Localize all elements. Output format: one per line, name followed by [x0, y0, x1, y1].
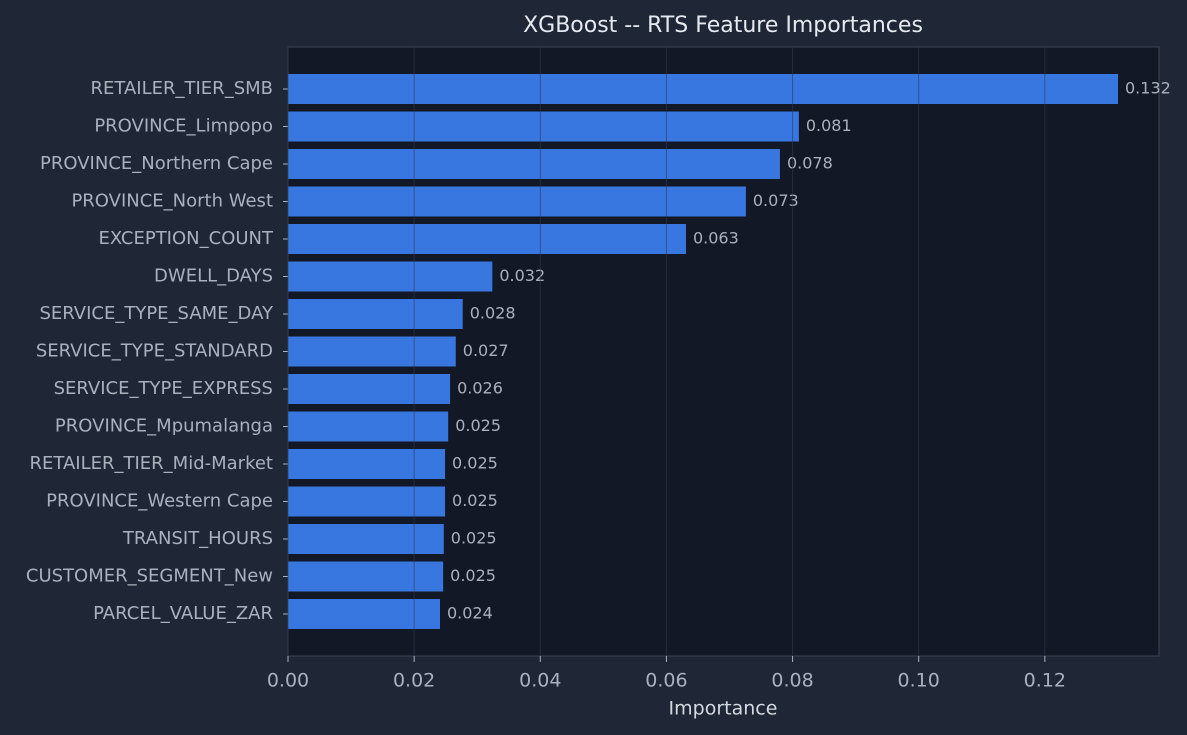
bar — [288, 374, 451, 404]
value-label: 0.063 — [693, 229, 739, 248]
x-tick-label: 0.08 — [771, 670, 813, 692]
bar — [288, 111, 799, 142]
y-tick-label: EXCEPTION_COUNT — [99, 228, 275, 249]
bar — [288, 74, 1119, 104]
value-label: 0.027 — [463, 341, 509, 360]
x-axis-label: Importance — [669, 698, 778, 720]
bar — [288, 524, 444, 554]
value-label: 0.132 — [1125, 79, 1171, 98]
x-tick-label: 0.00 — [267, 670, 309, 692]
x-tick-label: 0.02 — [393, 670, 435, 692]
value-label: 0.025 — [451, 529, 497, 548]
value-label: 0.073 — [753, 191, 799, 210]
y-tick-label: SERVICE_TYPE_EXPRESS — [54, 378, 273, 399]
x-tick-label: 0.04 — [519, 670, 561, 692]
bar — [288, 299, 463, 329]
value-label: 0.025 — [452, 454, 498, 473]
y-tick-label: SERVICE_TYPE_SAME_DAY — [39, 303, 274, 324]
x-tick-label: 0.12 — [1024, 670, 1066, 692]
bar — [288, 411, 449, 442]
y-tick-label: CUSTOMER_SEGMENT_New — [26, 566, 273, 587]
y-tick-label: RETAILER_TIER_Mid-Market — [29, 453, 273, 474]
value-label: 0.078 — [787, 154, 833, 173]
bar — [288, 186, 746, 217]
value-label: 0.081 — [806, 116, 852, 135]
value-label: 0.032 — [499, 266, 545, 285]
bar — [288, 599, 440, 629]
bar — [288, 561, 444, 592]
y-tick-label: DWELL_DAYS — [154, 266, 273, 287]
value-label: 0.024 — [447, 604, 493, 623]
bar — [288, 224, 686, 254]
y-tick-label: PROVINCE_Northern Cape — [40, 153, 273, 174]
bar — [288, 149, 780, 179]
y-tick-label: RETAILER_TIER_SMB — [91, 78, 274, 99]
y-tick-label: PROVINCE_Mpumalanga — [55, 416, 273, 437]
bar — [288, 449, 446, 479]
y-tick-label: PROVINCE_Western Cape — [46, 491, 273, 512]
value-label: 0.025 — [455, 416, 501, 435]
x-tick-label: 0.06 — [645, 670, 687, 692]
value-label: 0.025 — [450, 566, 496, 585]
value-label: 0.025 — [452, 491, 498, 510]
x-tick-label: 0.10 — [898, 670, 940, 692]
bar — [288, 261, 493, 292]
y-tick-label: PARCEL_VALUE_ZAR — [93, 603, 273, 624]
y-tick-label: PROVINCE_Limpopo — [94, 116, 273, 137]
value-label: 0.028 — [470, 304, 516, 323]
y-tick-label: SERVICE_TYPE_STANDARD — [36, 341, 273, 362]
y-tick-label: PROVINCE_North West — [71, 191, 273, 212]
y-tick-label: TRANSIT_HOURS — [122, 528, 273, 549]
value-label: 0.026 — [457, 379, 503, 398]
bar — [288, 336, 456, 367]
chart-title: XGBoost -- RTS Feature Importances — [523, 13, 923, 38]
bar — [288, 486, 446, 517]
